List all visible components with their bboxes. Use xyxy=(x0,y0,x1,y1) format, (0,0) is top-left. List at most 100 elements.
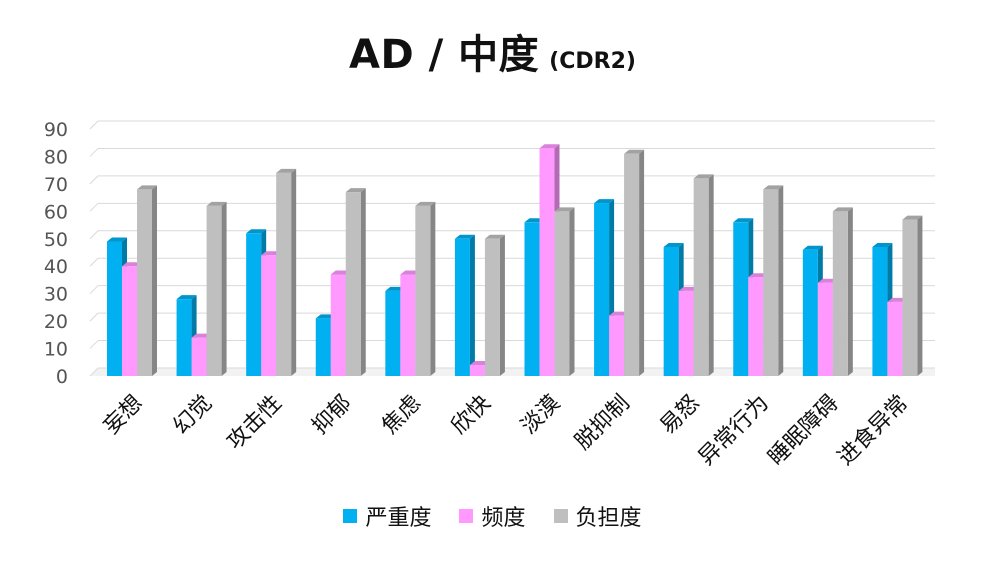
bar-front xyxy=(624,153,640,376)
bar-front xyxy=(276,172,292,376)
bar-负担度-淡漠 xyxy=(554,207,575,376)
bar-top xyxy=(539,144,560,149)
x-tick-label: 异常行为 xyxy=(694,391,774,471)
bars xyxy=(107,144,923,376)
bar-front xyxy=(763,189,779,376)
bar-负担度-异常行为 xyxy=(763,185,784,376)
bar-top xyxy=(832,207,853,212)
bar-负担度-欣快 xyxy=(484,234,505,376)
y-tick-label: 80 xyxy=(44,146,68,168)
bar-top xyxy=(594,199,615,204)
bar-front xyxy=(524,222,540,376)
bar-front xyxy=(206,205,222,376)
bar-front xyxy=(872,247,888,376)
bar-front xyxy=(484,238,500,376)
legend-label: 严重度 xyxy=(365,506,432,531)
bar-负担度-睡眠障碍 xyxy=(832,207,853,376)
x-tick-label: 幻觉 xyxy=(169,391,218,440)
bar-front xyxy=(887,301,903,376)
bar-side xyxy=(469,234,475,376)
gridline-depth xyxy=(89,202,99,212)
bar-front xyxy=(107,241,122,376)
gridline-depth xyxy=(89,285,99,295)
bar-top xyxy=(206,201,227,206)
bar-top xyxy=(802,245,823,250)
grid-lines xyxy=(89,120,935,377)
y-tick-label: 90 xyxy=(44,119,68,141)
bar-front xyxy=(469,365,485,376)
bar-side xyxy=(430,201,436,376)
gridline-depth xyxy=(89,367,99,377)
bar-严重度-欣快 xyxy=(454,234,475,376)
bar-front xyxy=(385,290,401,376)
bar-front xyxy=(246,233,262,376)
bar-front xyxy=(137,189,152,376)
bar-负担度-易怒 xyxy=(693,174,714,376)
x-tick-label: 脱抑制 xyxy=(570,391,634,455)
legend-item: 严重度 xyxy=(343,500,431,532)
bar-side xyxy=(569,207,575,376)
y-tick-label: 10 xyxy=(44,339,68,361)
bar-front xyxy=(748,277,764,376)
x-tick-label: 进食异常 xyxy=(833,391,913,471)
bar-front xyxy=(330,274,346,376)
legend-swatch xyxy=(553,509,568,523)
legend-swatch xyxy=(343,509,358,523)
bar-front xyxy=(594,203,610,376)
bar-side xyxy=(917,215,923,376)
x-tick-label: 抑郁 xyxy=(308,391,357,440)
bar-front xyxy=(539,148,555,376)
y-tick-label: 0 xyxy=(56,366,68,388)
x-tick-label: 睡眠障碍 xyxy=(764,391,844,471)
bar-side xyxy=(778,185,784,376)
chart-title: AD / 中度 (CDR2) xyxy=(0,22,985,80)
bar-front xyxy=(261,255,277,376)
bar-front xyxy=(678,290,694,376)
bar-front xyxy=(609,315,625,376)
bar-top xyxy=(733,218,754,223)
y-tick-label: 30 xyxy=(44,284,68,306)
bar-top xyxy=(554,207,575,212)
bar-front xyxy=(454,238,470,376)
bar-front xyxy=(345,192,361,376)
bar-top xyxy=(624,149,645,154)
bar-top xyxy=(763,185,784,190)
bar-top xyxy=(872,243,893,248)
bar-负担度-妄想 xyxy=(137,185,157,376)
bar-front xyxy=(400,274,416,376)
chart-subtitle: (CDR2) xyxy=(549,49,636,74)
bar-负担度-抑郁 xyxy=(345,188,366,376)
bar-front xyxy=(176,299,192,376)
legend: 严重度 频度 负担度 xyxy=(0,500,985,532)
bar-top xyxy=(454,234,475,239)
y-tick-label: 50 xyxy=(44,229,68,251)
bar-front xyxy=(733,222,749,376)
bar-front xyxy=(554,211,570,376)
x-tick-label: 焦虑 xyxy=(377,391,426,440)
bar-top xyxy=(663,243,684,248)
bar-top xyxy=(693,174,714,179)
chart-title-main: AD / 中度 xyxy=(349,32,540,78)
bar-front xyxy=(802,249,818,376)
gridline-depth xyxy=(89,340,99,349)
bar-负担度-幻觉 xyxy=(206,201,227,376)
bar-负担度-脱抑制 xyxy=(624,149,645,376)
y-tick-label: 70 xyxy=(44,174,68,196)
bar-front xyxy=(693,178,709,376)
bar-side xyxy=(499,234,505,376)
y-tick-label: 20 xyxy=(44,311,68,333)
bar-front xyxy=(902,219,918,376)
bar-front xyxy=(832,211,848,376)
bar-front xyxy=(315,318,331,376)
legend-label: 频度 xyxy=(481,506,526,531)
bar-front xyxy=(122,266,137,376)
gridline-depth xyxy=(89,120,99,130)
gridline-depth xyxy=(89,230,99,240)
bar-side xyxy=(639,149,645,376)
bar-side xyxy=(152,185,157,376)
bar-front xyxy=(817,282,833,376)
bar-负担度-进食异常 xyxy=(902,215,923,376)
bar-side xyxy=(221,201,227,376)
bar-front xyxy=(415,205,431,376)
gridline-depth xyxy=(89,312,99,322)
